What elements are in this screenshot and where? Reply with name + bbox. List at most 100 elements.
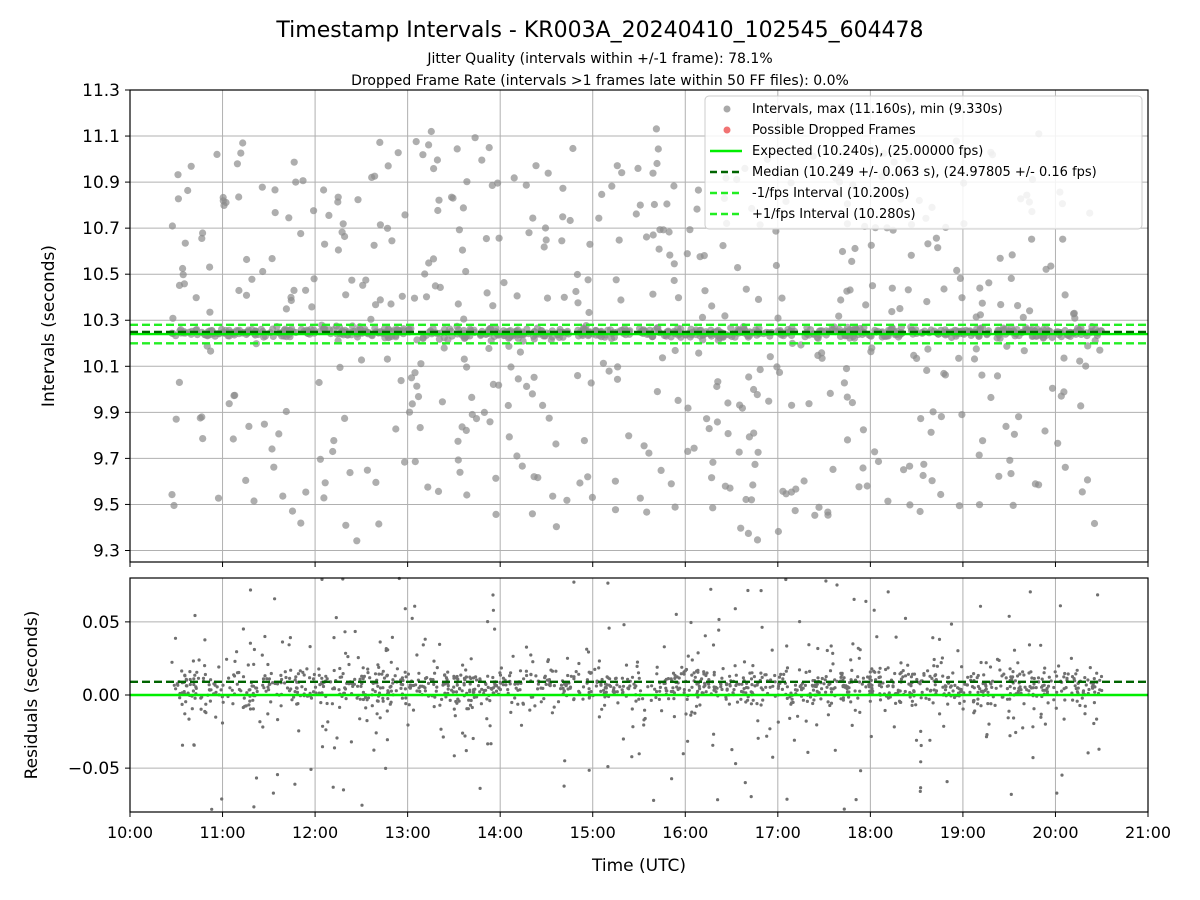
residual-point [444, 676, 448, 680]
residual-point [744, 691, 748, 695]
interval-point [1096, 346, 1104, 354]
residual-point [858, 710, 862, 715]
residual-point [749, 795, 753, 799]
residual-point [587, 687, 591, 691]
interval-point [460, 355, 468, 363]
residual-point [296, 672, 300, 676]
residual-point [465, 707, 469, 711]
residual-point [283, 670, 287, 674]
residual-point [1052, 685, 1056, 690]
residual-point [376, 663, 380, 667]
residual-point [499, 681, 503, 685]
residual-point [611, 689, 615, 694]
interval-point [440, 344, 448, 352]
interval-point [540, 243, 548, 251]
residual-point [559, 683, 564, 687]
interval-point [976, 284, 984, 292]
residual-point [265, 677, 269, 681]
residual-point [1066, 672, 1070, 676]
residual-point [280, 640, 285, 644]
residual-point [464, 668, 468, 672]
residual-point [984, 661, 988, 665]
interval-point [714, 378, 722, 386]
residual-point [261, 677, 266, 681]
interval-point [993, 372, 1002, 380]
residual-point [539, 686, 543, 690]
intervals-y-tick-label: 9.9 [93, 403, 120, 423]
residual-point [740, 682, 744, 686]
intervals-y-tick-label: 10.9 [82, 173, 120, 193]
interval-point [492, 474, 500, 482]
legend-marker-dropped [723, 126, 731, 134]
residuals-x-axis: 10:00 11:00 12:00 13:00 14:00 15:00 16:00 17:00… [107, 812, 1171, 842]
residual-point [258, 720, 262, 724]
interval-point [906, 501, 914, 509]
residual-point [266, 685, 270, 689]
interval-point [394, 149, 402, 157]
interval-point [180, 280, 188, 288]
residual-point [1041, 688, 1045, 692]
residual-point [446, 684, 450, 688]
residual-point [918, 789, 922, 794]
residual-point [637, 697, 641, 701]
residual-point [872, 669, 876, 673]
residual-point [235, 682, 239, 686]
residual-point [261, 725, 265, 729]
residual-point [287, 689, 292, 693]
residual-point [671, 671, 676, 675]
residual-point [188, 677, 192, 682]
residual-point [684, 667, 689, 672]
residual-point [826, 713, 831, 717]
interval-point [214, 494, 223, 502]
residual-point [324, 728, 328, 732]
interval-point [667, 480, 675, 488]
interval-point [653, 388, 662, 396]
residual-point [458, 686, 462, 691]
interval-point [552, 440, 560, 448]
residual-point [377, 665, 381, 670]
interval-point [528, 390, 537, 398]
interval-point [320, 494, 328, 502]
interval-point [206, 263, 214, 271]
residual-point [309, 696, 314, 700]
residual-point [749, 702, 754, 706]
residual-point [472, 690, 476, 694]
residual-point [804, 719, 808, 723]
residual-point [987, 722, 991, 726]
interval-point [454, 300, 462, 308]
residual-point [423, 689, 427, 693]
chart-title: Timestamp Intervals - KR003A_20240410_10… [275, 18, 923, 43]
residual-point [804, 670, 808, 675]
intervals-panel: 9.3 9.5 9.7 9.9 10.1 10.3 10.5 10.7 10.9 11.1 11.3… [39, 81, 1149, 567]
interval-point [196, 414, 204, 422]
residual-point [395, 667, 399, 671]
residual-point [438, 642, 442, 647]
residual-point [856, 696, 860, 700]
interval-point [670, 276, 678, 285]
residual-point [686, 654, 690, 658]
interval-point [494, 179, 502, 187]
interval-point [290, 286, 298, 294]
residual-point [423, 686, 427, 690]
interval-point [1007, 274, 1015, 282]
interval-point [413, 336, 421, 344]
interval-point [513, 452, 521, 460]
residual-point [232, 673, 236, 677]
residual-point [904, 674, 908, 678]
interval-point [750, 429, 758, 437]
residual-point [756, 719, 760, 723]
interval-point [422, 293, 431, 301]
interval-point [663, 200, 671, 208]
residual-point [1018, 672, 1022, 676]
interval-point [302, 488, 310, 496]
interval-point [754, 448, 762, 456]
interval-point [486, 324, 494, 333]
interval-point [518, 462, 526, 470]
residual-point [1004, 676, 1008, 680]
interval-point [455, 226, 463, 234]
interval-point [463, 178, 471, 186]
interval-point [302, 286, 310, 294]
residual-point [841, 698, 846, 702]
interval-point [724, 430, 732, 438]
residual-point [195, 670, 199, 674]
